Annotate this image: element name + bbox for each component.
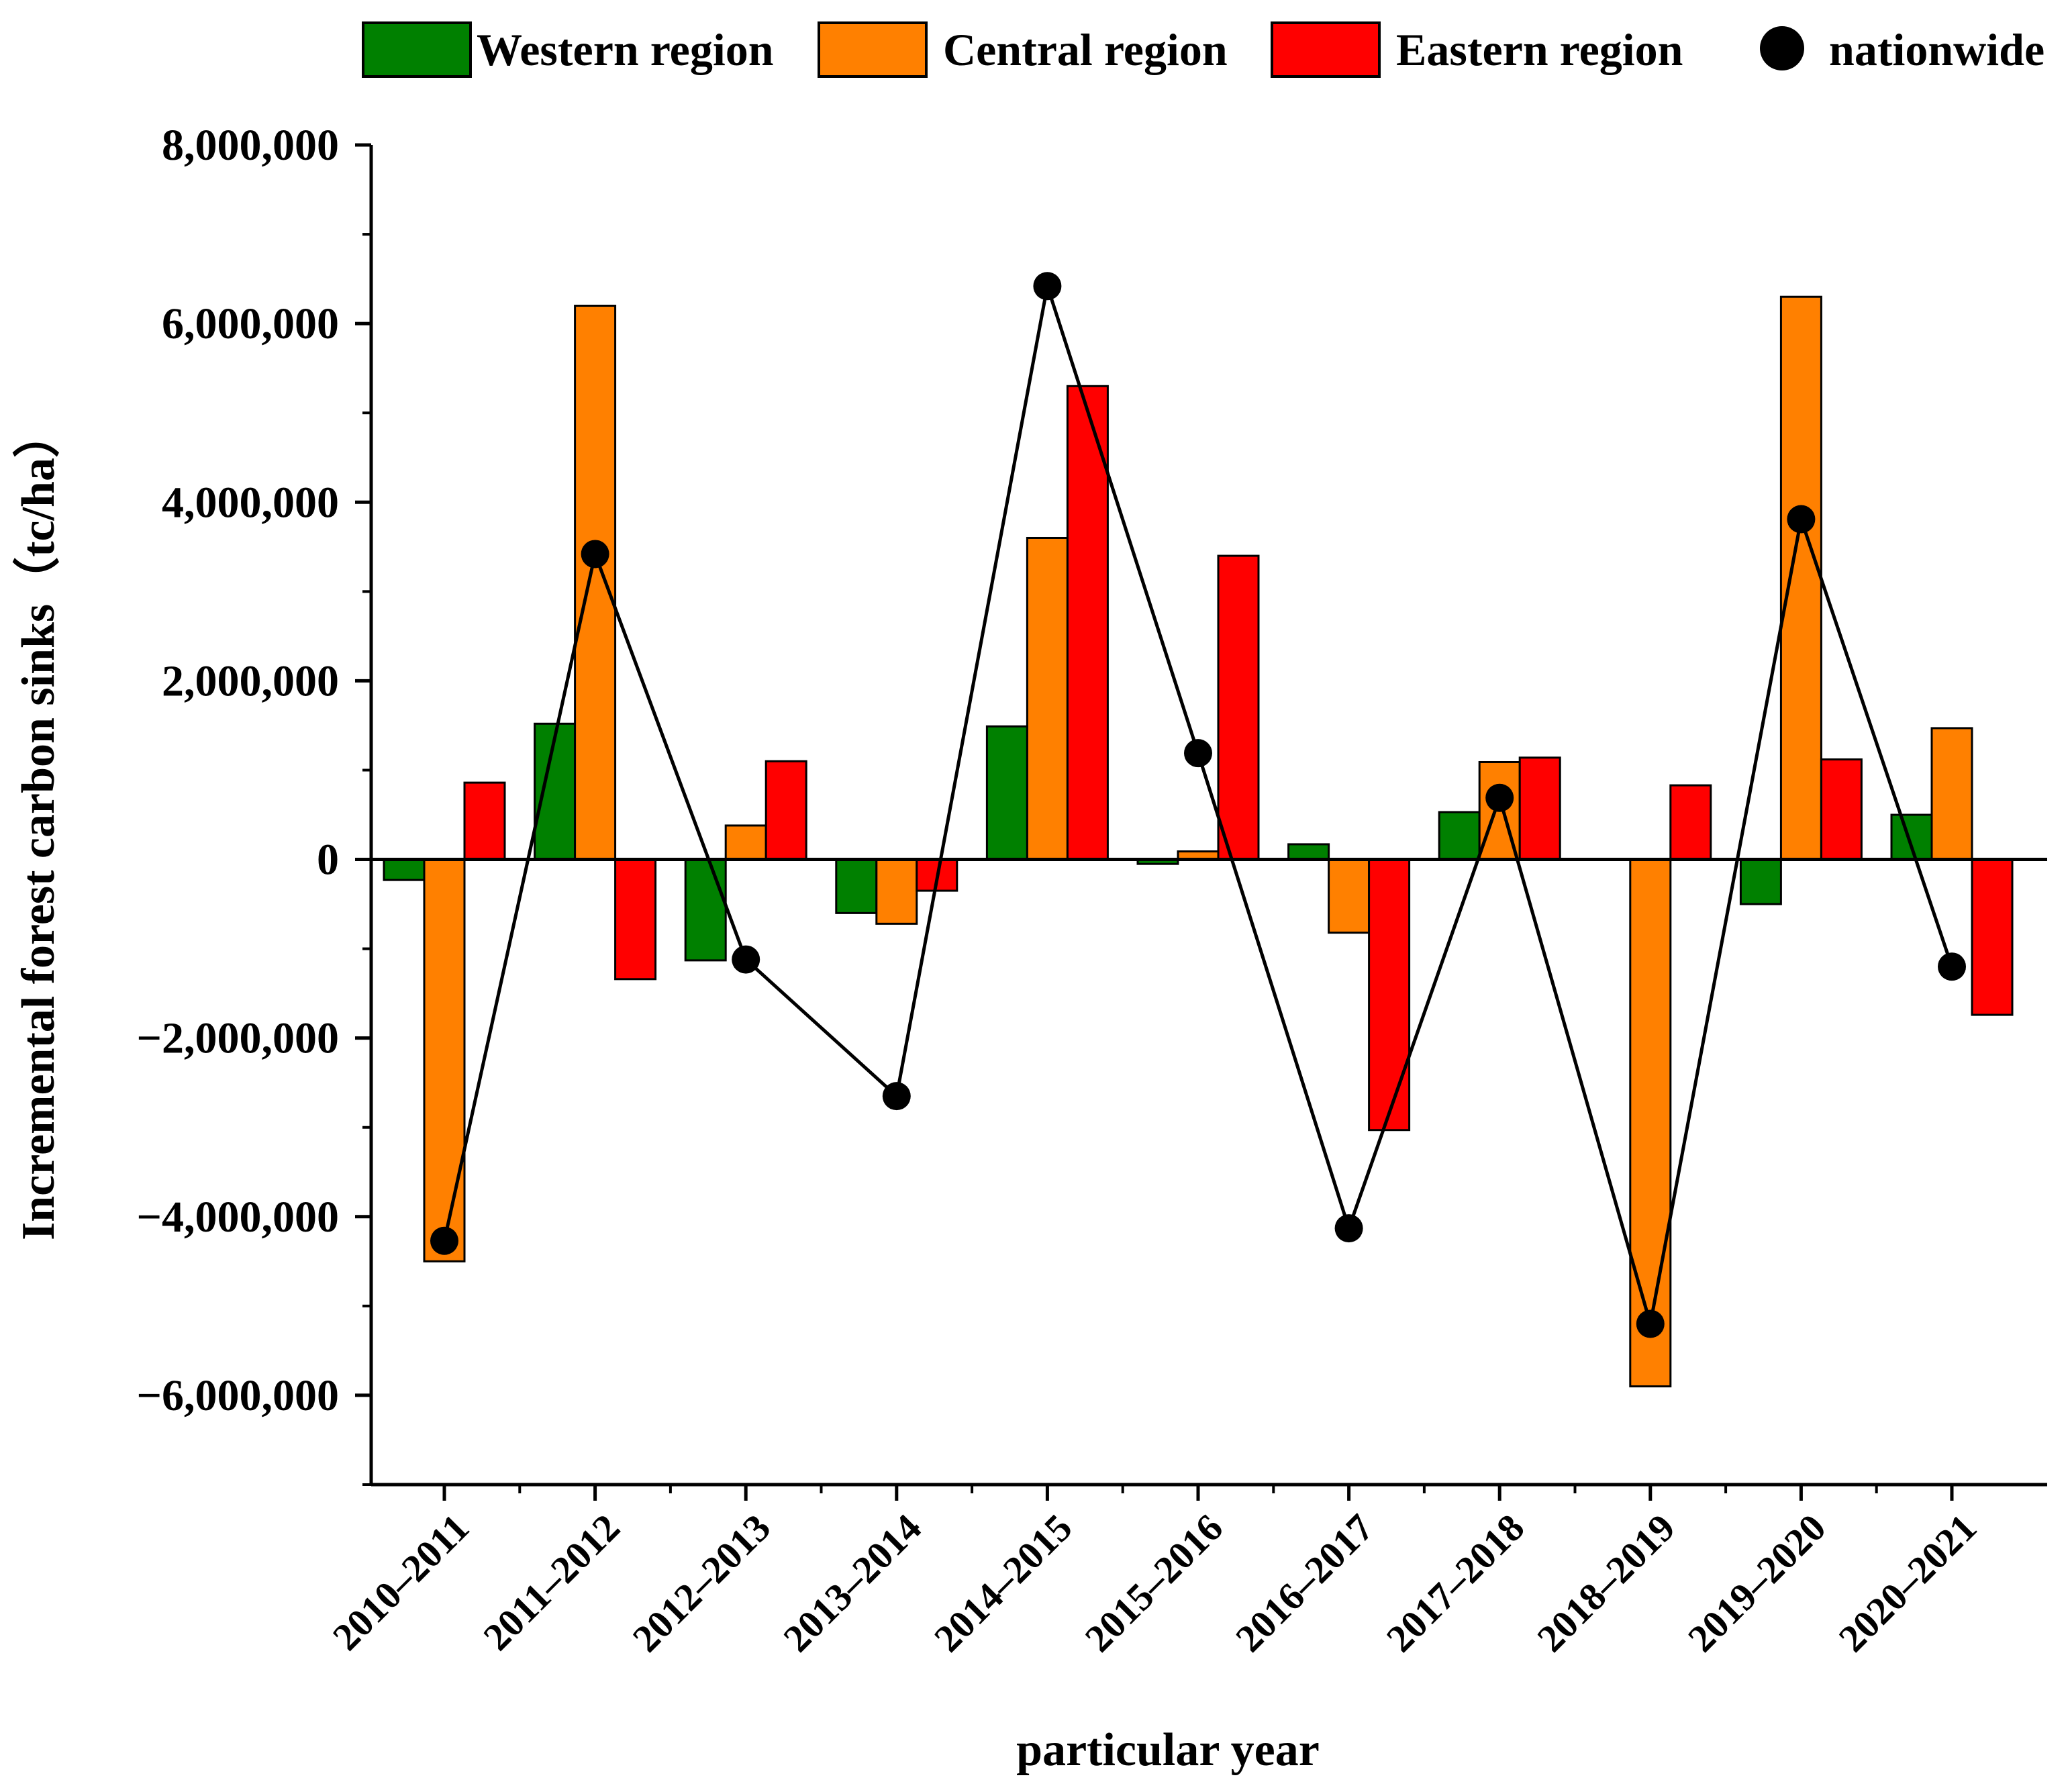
- nationwide-point-9: [1787, 505, 1816, 534]
- bar-central-region-9: [1779, 295, 1822, 861]
- y-axis-title: Incremental forest carbon sinks（tc/ha）: [12, 411, 64, 1240]
- legend: Western region Central region Eastern re…: [362, 21, 2044, 78]
- bar-eastern-region-9: [1820, 758, 1863, 861]
- y-tick-label: 0: [317, 836, 339, 885]
- bar-eastern-region-7: [1518, 756, 1561, 861]
- bar-central-region-6: [1328, 858, 1371, 934]
- bar-central-region-4: [1026, 536, 1069, 861]
- x-tick-label: 2013–2014: [775, 1505, 930, 1660]
- bar-eastern-region-4: [1066, 385, 1109, 861]
- bar-western-region-10: [1890, 813, 1933, 861]
- y-tick-label: 8,000,000: [162, 121, 339, 170]
- nationwide-point-2: [732, 945, 760, 974]
- bar-western-region-4: [985, 725, 1028, 861]
- nationwide-point-0: [430, 1226, 458, 1255]
- nationwide-point-7: [1485, 783, 1514, 812]
- bar-eastern-region-1: [614, 858, 657, 981]
- bar-western-region-0: [383, 858, 426, 881]
- x-tick-label: 2010–2011: [324, 1505, 477, 1658]
- x-tick-label: 2014–2015: [926, 1505, 1081, 1660]
- bar-central-region-10: [1930, 727, 1973, 861]
- legend-label-eastern: Eastern region: [1396, 24, 1683, 75]
- y-tick-label: 2,000,000: [162, 656, 339, 705]
- y-tick-label: −4,000,000: [136, 1193, 339, 1242]
- x-tick-label: 2012–2013: [624, 1505, 779, 1660]
- x-tick-label: 2015–2016: [1077, 1505, 1232, 1660]
- nationwide-point-6: [1334, 1214, 1363, 1243]
- bar-western-region-3: [835, 858, 878, 914]
- bar-central-region-1: [574, 305, 617, 861]
- nationwide-line: [442, 285, 1954, 1325]
- bar-eastern-region-10: [1971, 858, 2014, 1016]
- bar-central-region-2: [724, 824, 767, 861]
- x-tick-label: 2017–2018: [1378, 1505, 1533, 1660]
- nationwide-point-10: [1938, 952, 1966, 981]
- nationwide-point-1: [581, 540, 609, 568]
- bars-layer: [383, 295, 2014, 1388]
- x-tick-label: 2020–2021: [1830, 1505, 1985, 1660]
- bar-western-region-7: [1438, 811, 1481, 861]
- nationwide-point-4: [1033, 272, 1062, 301]
- legend-label-central: Central region: [943, 24, 1228, 75]
- bar-eastern-region-8: [1669, 784, 1712, 861]
- x-axis-title: particular year: [1016, 1724, 1320, 1776]
- y-tick-label: 6,000,000: [162, 299, 339, 348]
- bar-central-region-3: [875, 858, 918, 925]
- y-tick-label: −2,000,000: [136, 1014, 339, 1063]
- bar-central-region-8: [1629, 858, 1672, 1388]
- legend-swatch-western: [362, 21, 472, 78]
- bar-eastern-region-5: [1217, 554, 1260, 861]
- x-tick-label: 2019–2020: [1679, 1505, 1834, 1660]
- legend-label-western: Western region: [477, 24, 774, 75]
- bar-eastern-region-6: [1368, 858, 1411, 1132]
- bar-eastern-region-2: [765, 760, 807, 861]
- y-tick-label: 4,000,000: [162, 478, 339, 527]
- bar-western-region-2: [684, 858, 727, 962]
- x-tick-label: 2016–2017: [1227, 1505, 1382, 1660]
- nationwide-point-5: [1184, 739, 1212, 768]
- x-tick-label: 2011–2012: [475, 1505, 628, 1658]
- legend-label-nationwide: nationwide: [1829, 24, 2044, 75]
- nationwide-point-8: [1636, 1309, 1665, 1338]
- bar-central-region-0: [423, 858, 466, 1262]
- bar-eastern-region-0: [463, 781, 506, 861]
- legend-marker-nationwide: [1760, 26, 1804, 70]
- nationwide-point-3: [882, 1082, 911, 1111]
- legend-swatch-eastern: [1271, 21, 1381, 78]
- bar-western-region-6: [1287, 843, 1330, 861]
- nationwide-series: [430, 272, 1966, 1338]
- x-tick-label: 2018–2019: [1528, 1505, 1683, 1660]
- y-tick-label: −6,000,000: [136, 1371, 339, 1420]
- legend-swatch-central: [818, 21, 928, 78]
- bar-western-region-9: [1739, 858, 1782, 905]
